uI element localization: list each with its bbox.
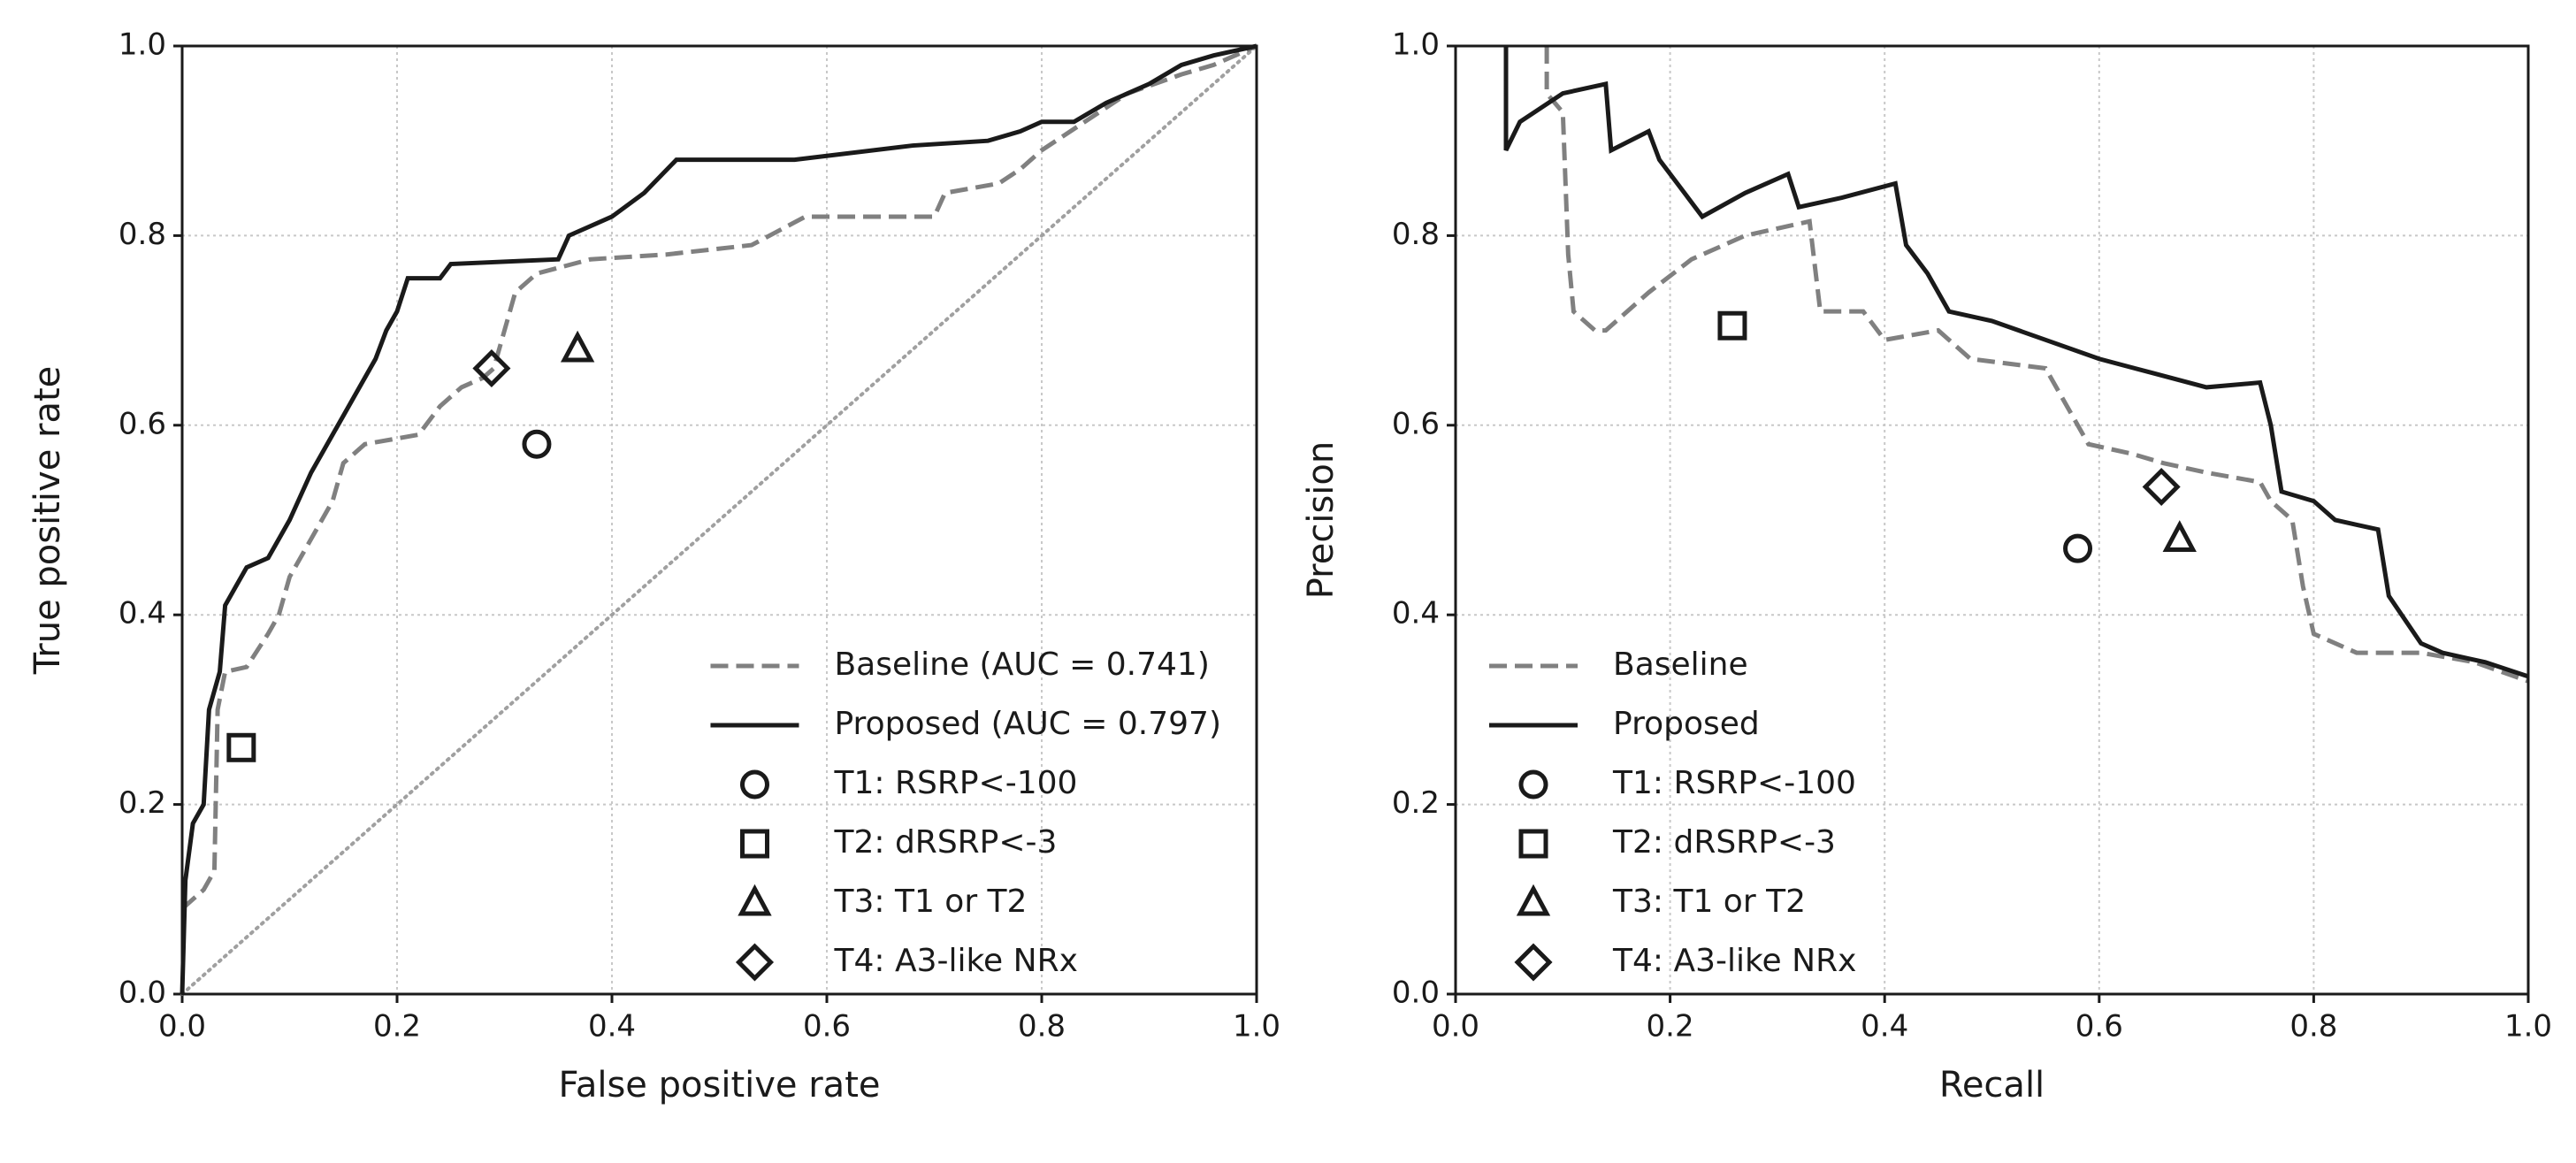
marker xyxy=(1518,829,1548,859)
legend-label: T1: RSRP<-100 xyxy=(833,765,1077,801)
x-axis-label: False positive rate xyxy=(559,1065,881,1106)
x-tick-label: 0.0 xyxy=(1432,1009,1479,1044)
legend-label: T2: dRSRP<-3 xyxy=(1612,824,1836,861)
x-tick-label: 0.8 xyxy=(1018,1009,1066,1044)
y-tick-label: 0.0 xyxy=(118,976,166,1011)
x-tick-label: 1.0 xyxy=(2504,1009,2552,1044)
chance-line xyxy=(180,44,1258,996)
marker xyxy=(739,829,769,859)
axes-frame xyxy=(1454,44,2530,996)
marker xyxy=(560,330,595,363)
marker xyxy=(2142,467,2181,507)
x-tick-label: 0.6 xyxy=(803,1009,851,1044)
x-tick-label: 0.2 xyxy=(1647,1009,1694,1044)
plot: 0.0 0.2 0.4 0.6 0.8 1.0 0.0 0.2 0.4 0.6 0.8 1.0 Fals… xyxy=(27,27,1280,1106)
legend-label: Proposed xyxy=(1613,706,1760,742)
x-tick-label: 0.4 xyxy=(1861,1009,1908,1044)
legend-label: T3: T1 or T2 xyxy=(1612,884,1806,920)
marker xyxy=(739,769,769,800)
x-tick-label: 0.0 xyxy=(158,1009,206,1044)
y-tick-label: 0.2 xyxy=(118,785,166,821)
line xyxy=(180,43,1257,995)
marker xyxy=(2162,520,2197,552)
legend-label: T1: RSRP<-100 xyxy=(1612,765,1856,801)
legend: Baseline Proposed T1: RSRP<-100 T2: dRSRP<-… xyxy=(1489,647,1856,982)
x-tick-label: 0.2 xyxy=(373,1009,421,1044)
y-tick-label: 0.4 xyxy=(118,596,166,631)
y-tick-label: 1.0 xyxy=(118,27,166,63)
marker xyxy=(226,732,256,762)
marker xyxy=(522,429,552,459)
y-tick-label: 1.0 xyxy=(1392,27,1440,63)
line xyxy=(1503,46,2529,679)
legend-label: Proposed (AUC = 0.797) xyxy=(834,706,1221,742)
marker xyxy=(2063,533,2093,563)
marker xyxy=(472,348,511,388)
y-tick-label: 0.2 xyxy=(1392,785,1440,821)
y-tick-label: 0.6 xyxy=(1392,406,1440,441)
legend-label: T4: A3-like NRx xyxy=(1612,943,1856,979)
marker xyxy=(1516,884,1551,916)
legend-label: Baseline xyxy=(1613,647,1748,683)
marker xyxy=(738,884,772,916)
marker xyxy=(1514,943,1553,982)
y-axis-label: Precision xyxy=(1301,441,1342,599)
y-tick-label: 0.4 xyxy=(1392,596,1440,631)
plot: 0.0 0.2 0.4 0.6 0.8 1.0 0.0 0.2 0.4 0.6 0.8 1.0 Reca… xyxy=(1301,27,2552,1106)
line xyxy=(1544,46,2529,684)
y-tick-label: 0.8 xyxy=(1392,217,1440,252)
x-tick-label: 1.0 xyxy=(1233,1009,1280,1044)
x-tick-label: 0.8 xyxy=(2289,1009,2337,1044)
y-axis-label: True positive rate xyxy=(27,366,68,676)
line xyxy=(180,43,1258,911)
legend-label: T2: dRSRP<-3 xyxy=(833,824,1057,861)
legend: Baseline (AUC = 0.741) Proposed (AUC = 0.… xyxy=(710,647,1221,982)
legend-label: T4: A3-like NRx xyxy=(833,943,1077,979)
legend-label: T3: T1 or T2 xyxy=(833,884,1027,920)
axes-frame xyxy=(180,44,1258,996)
x-axis-label: Recall xyxy=(1939,1065,2045,1106)
marker xyxy=(1717,310,1747,340)
x-tick-label: 0.4 xyxy=(588,1009,636,1044)
x-tick-label: 0.6 xyxy=(2075,1009,2123,1044)
y-tick-label: 0.8 xyxy=(118,217,166,252)
marker xyxy=(735,943,775,982)
marker xyxy=(1518,769,1548,800)
legend-label: Baseline (AUC = 0.741) xyxy=(834,647,1209,683)
y-tick-label: 0.6 xyxy=(118,406,166,441)
y-tick-label: 0.0 xyxy=(1392,976,1440,1011)
